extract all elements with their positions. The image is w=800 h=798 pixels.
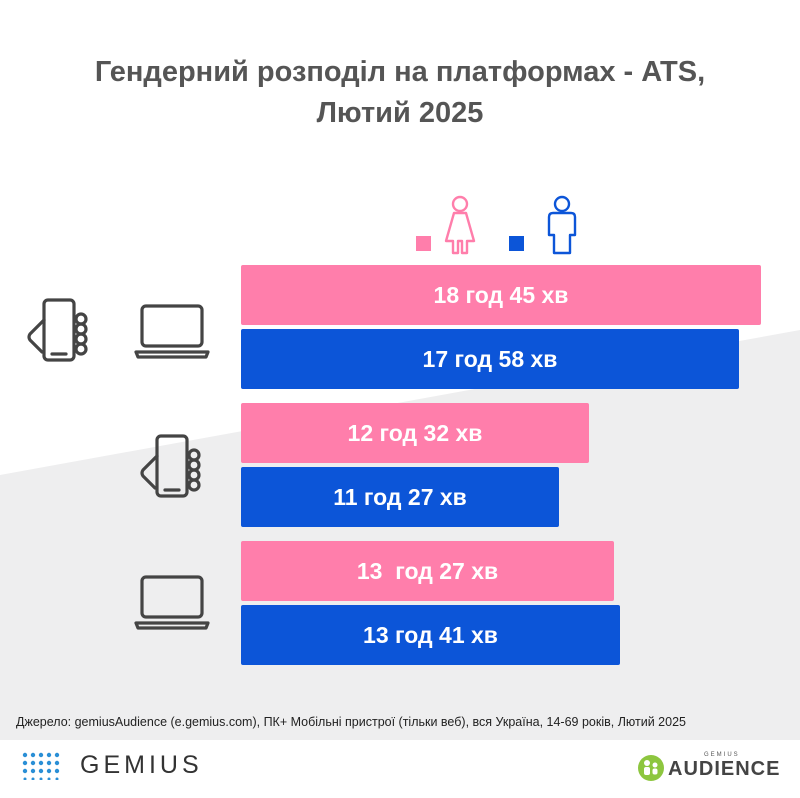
bar-value-label: 13 год 27 хв <box>356 557 499 584</box>
bar-male-mobile: 11 год 27 хв <box>241 467 559 527</box>
chart-title: Гендерний розподіл на платформах - ATS, … <box>0 52 800 134</box>
laptop-icon <box>134 575 210 630</box>
gemius-dots-icon <box>22 752 60 780</box>
male-person-icon <box>547 195 577 255</box>
female-person-icon <box>444 195 476 255</box>
audience-logo-small-text: GEMIUS <box>704 752 740 758</box>
bar-female-pc: 13 год 27 хв <box>241 541 614 601</box>
legend-female-swatch <box>416 236 431 251</box>
gemius-audience-logo: GEMIUS AUDIENCE <box>638 752 781 781</box>
gemius-logo: GEMIUS <box>22 751 203 780</box>
legend-male-swatch <box>509 236 524 251</box>
bar-female-mobile: 12 год 32 хв <box>241 403 589 463</box>
laptop-icon <box>134 304 210 359</box>
chart-title-line-1: Гендерний розподіл на платформах - ATS, <box>94 56 706 88</box>
bar-value-label: 11 год 27 хв <box>333 483 467 510</box>
bar-female-mobile-and-pc: 18 год 45 хв <box>241 265 761 325</box>
audience-people-icon <box>638 754 664 781</box>
audience-logo-text: AUDIENCE <box>668 758 781 780</box>
smartphone-in-hand-icon <box>27 298 88 362</box>
bar-value-label: 13 год 41 хв <box>363 621 498 648</box>
bar-value-label: 12 год 32 хв <box>347 419 483 446</box>
chart-title-line-2: Лютий 2025 <box>316 97 484 129</box>
smartphone-in-hand-icon <box>140 434 201 498</box>
bar-value-label: 18 год 45 хв <box>433 281 569 308</box>
source-note: Джерело: gemiusAudience (e.gemius.com), … <box>16 715 686 729</box>
gemius-logo-text: GEMIUS <box>80 751 203 779</box>
bar-male-mobile-and-pc: 17 год 58 хв <box>241 329 739 389</box>
bar-male-pc: 13 год 41 хв <box>241 605 620 665</box>
bar-value-label: 17 год 58 хв <box>422 345 558 372</box>
